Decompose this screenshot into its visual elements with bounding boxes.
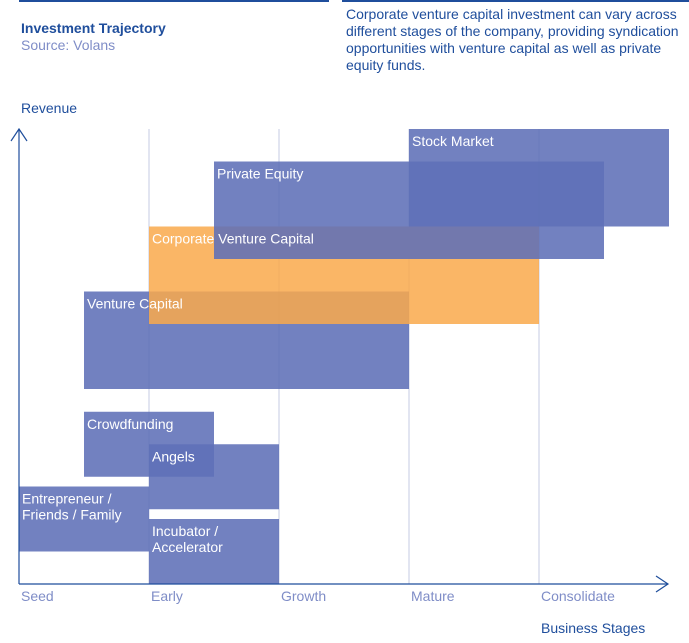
tick-labels: Seed Early Growth Mature Consolidate <box>21 588 615 604</box>
bar-label-line: Crowdfunding <box>87 416 173 432</box>
bar-label-line: Angels <box>152 448 195 464</box>
x-tick-seed: Seed <box>21 588 54 604</box>
x-tick-early: Early <box>151 588 183 604</box>
bar-label-corporate-venture-capital: Corporate Venture Capital <box>152 231 314 247</box>
header-rule-left <box>19 0 329 2</box>
bar-label-private-equity: Private Equity <box>217 166 303 182</box>
bar-label-line: Entrepreneur / <box>22 491 112 507</box>
bar-labels: Entrepreneur / Friends / Family Incubator … <box>22 133 494 555</box>
y-axis-label: Revenue <box>21 100 78 116</box>
bar-label-incubator-accelerator: Incubator / Accelerator <box>152 523 223 555</box>
bar-incubator-accelerator <box>149 519 279 584</box>
x-tick-growth: Growth <box>281 588 326 604</box>
y-axis-arrow-icon <box>10 127 28 142</box>
bar-label-stock-market: Stock Market <box>412 133 494 149</box>
bar-stock-market <box>409 129 669 227</box>
bars <box>19 129 669 584</box>
x-axis-arrow-icon <box>655 575 670 593</box>
bar-label-line: Stock Market <box>412 133 494 149</box>
chart-title: Investment Trajectory <box>21 20 166 36</box>
header-rule-right <box>342 0 689 2</box>
bar-entrepreneur-friends-family <box>19 486 149 552</box>
bar-label-crowdfunding: Crowdfunding <box>87 416 173 432</box>
x-tick-mature: Mature <box>411 588 455 604</box>
bar-label-line: Private Equity <box>217 166 303 182</box>
axes <box>10 127 670 593</box>
bar-label-entrepreneur-friends-family: Entrepreneur / Friends / Family <box>22 491 122 523</box>
bar-label-line: Accelerator <box>152 539 223 555</box>
bar-crowdfunding <box>84 411 214 477</box>
chart-source: Source: Volans <box>21 37 116 53</box>
bar-label-angels: Angels <box>152 448 195 464</box>
bar-label-line: Incubator / <box>152 523 218 539</box>
x-axis-label: Business Stages <box>541 620 646 636</box>
bar-label-line: Friends / Family <box>22 507 122 523</box>
bar-label-line: Venture Capital <box>87 296 183 312</box>
x-tick-consolidate: Consolidate <box>541 588 615 604</box>
bar-label-venture-capital: Venture Capital <box>87 296 183 312</box>
bar-label-line: Corporate Venture Capital <box>152 231 314 247</box>
chart-description: Corporate venture capital investment can… <box>346 6 679 73</box>
